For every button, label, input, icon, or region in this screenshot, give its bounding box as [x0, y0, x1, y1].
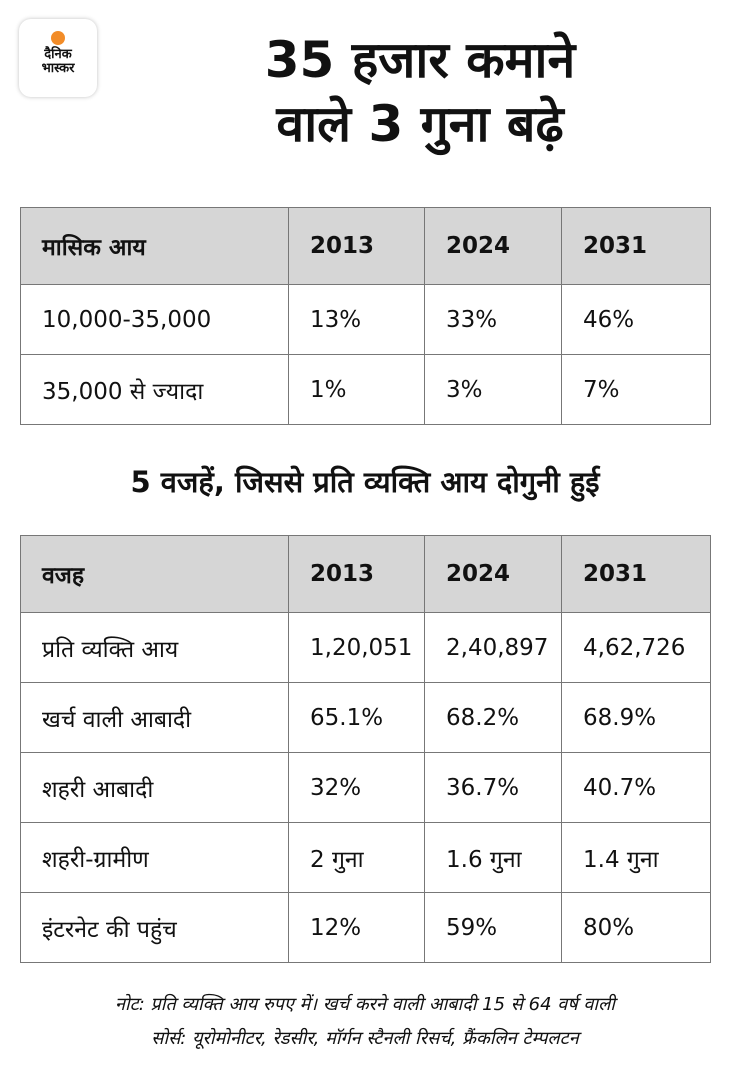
reasons-table: वजह 2013 2024 2031 प्रति व्यक्ति आय 1,20,051 2…	[20, 535, 711, 963]
table-cell: 10,000-35,000	[20, 284, 289, 355]
table-cell: 13%	[288, 284, 425, 355]
logo-text-1: दैनिक	[44, 47, 72, 62]
table-cell: खर्च वाली आबादी	[20, 682, 289, 753]
table-cell: 4,62,726	[561, 612, 711, 683]
table-cell: 2 गुना	[288, 822, 425, 893]
table-row: प्रति व्यक्ति आय 1,20,051 2,40,897 4,62,726	[20, 612, 711, 683]
table-cell: 1,20,051	[288, 612, 425, 683]
table-cell: शहरी आबादी	[20, 752, 289, 823]
table-cell: 2,40,897	[424, 612, 562, 683]
table-cell: 46%	[561, 284, 711, 355]
table-cell: प्रति व्यक्ति आय	[20, 612, 289, 683]
column-header: 2031	[561, 207, 711, 285]
table-cell: 32%	[288, 752, 425, 823]
table-cell: इंटरनेट की पहुंच	[20, 892, 289, 963]
table-cell: शहरी-ग्रामीण	[20, 822, 289, 893]
income-table: मासिक आय 2013 2024 2031 10,000-35,000 13% 33% 4…	[20, 207, 711, 425]
column-header: 2024	[424, 207, 562, 285]
sun-dot-icon	[51, 31, 65, 45]
column-header: 2024	[424, 535, 562, 613]
title-line-1: 35 हजार कमाने	[264, 31, 576, 89]
subtitle: 5 वजहें, जिससे प्रति व्यक्ति आय दोगुनी ह…	[130, 465, 600, 499]
column-header: 2013	[288, 207, 425, 285]
column-header: वजह	[20, 535, 289, 613]
table-cell: 40.7%	[561, 752, 711, 823]
table-row: 10,000-35,000 13% 33% 46%	[20, 284, 711, 355]
note-text: नोट: प्रति व्यक्ति आय रुपए में। खर्च करन…	[115, 994, 615, 1015]
table-row: शहरी आबादी 32% 36.7% 40.7%	[20, 752, 711, 823]
table-header-row: मासिक आय 2013 2024 2031	[20, 207, 711, 285]
table-cell: 68.2%	[424, 682, 562, 753]
logo-text-2: भास्कर	[41, 61, 75, 76]
table-row: शहरी-ग्रामीण 2 गुना 1.6 गुना 1.4 गुना	[20, 822, 711, 893]
table-cell: 68.9%	[561, 682, 711, 753]
table-cell: 36.7%	[424, 752, 562, 823]
table-cell: 65.1%	[288, 682, 425, 753]
page-title: 35 हजार कमाने वाले 3 गुना बढ़े	[110, 28, 730, 156]
column-header: मासिक आय	[20, 207, 289, 285]
table-header-row: वजह 2013 2024 2031	[20, 535, 711, 613]
title-line-2: वाले 3 गुना बढ़े	[276, 95, 564, 153]
table-row: 35,000 से ज्यादा 1% 3% 7%	[20, 354, 711, 425]
table-cell: 12%	[288, 892, 425, 963]
table-cell: 33%	[424, 284, 562, 355]
table-cell: 3%	[424, 354, 562, 425]
table-row: इंटरनेट की पहुंच 12% 59% 80%	[20, 892, 711, 963]
table-cell: 59%	[424, 892, 562, 963]
table-cell: 1.4 गुना	[561, 822, 711, 893]
table-cell: 1.6 गुना	[424, 822, 562, 893]
footnote: नोट: प्रति व्यक्ति आय रुपए में। खर्च करन…	[0, 988, 730, 1056]
table-cell: 1%	[288, 354, 425, 425]
table-row: खर्च वाली आबादी 65.1% 68.2% 68.9%	[20, 682, 711, 753]
table-cell: 7%	[561, 354, 711, 425]
column-header: 2013	[288, 535, 425, 613]
dainik-bhaskar-logo: दैनिक भास्कर	[19, 19, 97, 97]
table-cell: 80%	[561, 892, 711, 963]
table-cell: 35,000 से ज्यादा	[20, 354, 289, 425]
source-text: सोर्स: यूरोमोनीटर, रेडसीर, मॉर्गन स्टैनल…	[151, 1028, 579, 1049]
column-header: 2031	[561, 535, 711, 613]
